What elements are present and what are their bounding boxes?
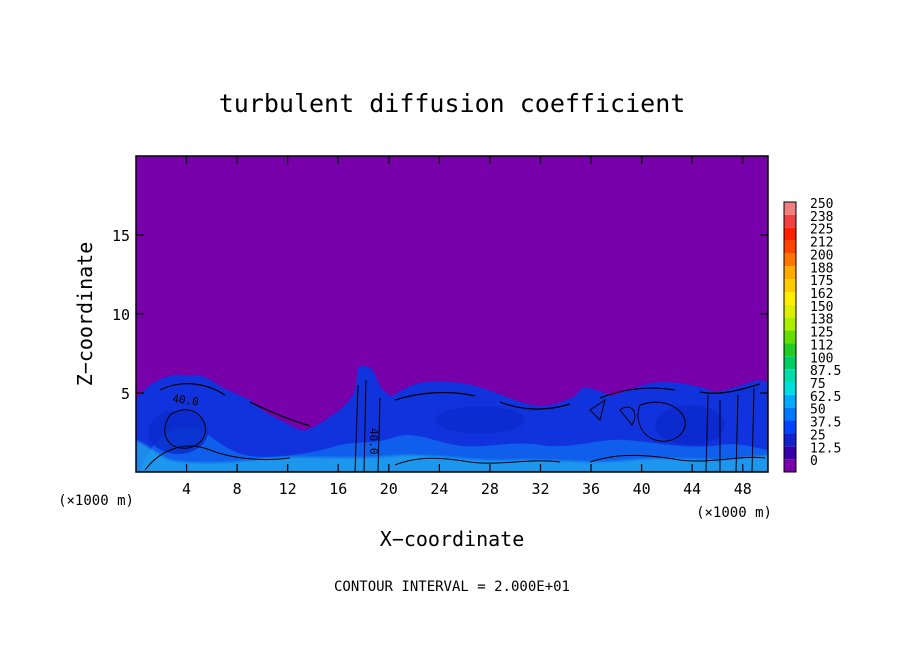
colorbar-swatch <box>784 356 796 370</box>
colorbar-swatch <box>784 382 796 395</box>
colorbar-swatch <box>784 369 796 382</box>
colorbar-swatch <box>784 343 796 357</box>
colorbar-label: 25 <box>810 428 826 443</box>
colorbar-label: 37.5 <box>810 416 841 431</box>
colorbar-label: 75 <box>810 377 826 392</box>
colorbar-swatch <box>784 407 796 421</box>
x-tick-label: 32 <box>531 480 549 498</box>
colorbar-label: 112 <box>810 338 833 353</box>
near-surface-layer <box>136 440 768 472</box>
colorbar-swatch <box>784 304 796 318</box>
x-tick-label: 36 <box>582 480 600 498</box>
x-tick-label: 28 <box>481 480 499 498</box>
eddy-3 <box>655 405 725 445</box>
colorbar-label: 62.5 <box>810 390 841 405</box>
colorbar-label: 188 <box>810 261 833 276</box>
colorbar-label: 238 <box>810 210 833 225</box>
contour-loops <box>164 398 686 449</box>
x-tick-label: 24 <box>430 480 448 498</box>
eddy-2 <box>435 406 525 434</box>
x-tick-label: 48 <box>734 480 752 498</box>
y-tick-label: 10 <box>112 306 130 324</box>
x-tick-label: 4 <box>182 480 191 498</box>
colorbar-swatch <box>784 240 796 254</box>
contour-label-1: 40.0 <box>172 392 200 409</box>
colorbar-frame <box>783 201 797 473</box>
x-tick-label: 20 <box>380 480 398 498</box>
contour-interval-note: CONTOUR INTERVAL = 2.000E+01 <box>334 579 570 595</box>
colorbar-swatch <box>784 214 796 228</box>
colorbar: 2502382252122001881751621501381251121008… <box>783 197 841 473</box>
eddy-1 <box>148 410 208 454</box>
colorbar-swatch <box>784 420 796 434</box>
colorbar-swatch <box>784 266 796 280</box>
colorbar-label: 50 <box>810 403 826 418</box>
colorbar-label: 250 <box>810 197 833 212</box>
colorbar-label: 200 <box>810 248 833 263</box>
colorbar-swatch <box>784 330 796 344</box>
colorbar-label: 138 <box>810 313 833 328</box>
chart-title: turbulent diffusion coefficient <box>219 89 686 118</box>
colorbar-swatch <box>784 394 796 408</box>
colorbar-swatch <box>784 459 796 472</box>
colorbar-swatch <box>784 253 796 267</box>
colorbar-swatch <box>784 202 796 215</box>
plot-area: 40.0 40.0 <box>135 155 769 473</box>
x-tick-label: 12 <box>279 480 297 498</box>
colorbar-swatch <box>784 292 796 305</box>
colorbar-label: 150 <box>810 300 833 315</box>
x-unit-left: (×1000 m) <box>58 493 134 509</box>
contour-lines-lower <box>144 445 766 471</box>
contour-lines-vertical <box>354 379 755 472</box>
colorbar-label: 0 <box>810 454 818 469</box>
colorbar-swatch <box>784 317 796 331</box>
colorbar-swatch <box>784 446 796 460</box>
turbulence-field: 40.0 40.0 <box>136 365 768 472</box>
colorbar-label: 212 <box>810 236 833 251</box>
contour-label-2: 40.0 <box>367 428 380 455</box>
colorbar-label: 100 <box>810 351 833 366</box>
x-axis: 4 8 12 16 20 24 28 32 36 40 44 48 <box>182 156 752 498</box>
x-tick-label: 40 <box>633 480 651 498</box>
x-axis-label: X−coordinate <box>380 527 525 551</box>
y-tick-label: 15 <box>112 227 130 245</box>
colorbar-label: 12.5 <box>810 441 841 456</box>
y-tick-label: 5 <box>121 385 130 403</box>
x-tick-label: 8 <box>233 480 242 498</box>
colorbar-label: 175 <box>810 274 833 289</box>
contour-lines-upper <box>159 383 761 427</box>
x-tick-label: 44 <box>683 480 701 498</box>
colorbar-swatch <box>784 433 796 447</box>
colorbar-label: 162 <box>810 287 833 302</box>
x-tick-label: 16 <box>329 480 347 498</box>
y-axis-label: Z−coordinate <box>73 242 97 387</box>
colorbar-swatch <box>784 279 796 292</box>
colorbar-label: 225 <box>810 223 833 238</box>
y-axis: 5 10 15 <box>112 227 768 403</box>
x-unit-right: (×1000 m) <box>696 505 772 521</box>
colorbar-label: 125 <box>810 326 833 341</box>
colorbar-swatch <box>784 227 796 241</box>
colorbar-label: 87.5 <box>810 364 841 379</box>
